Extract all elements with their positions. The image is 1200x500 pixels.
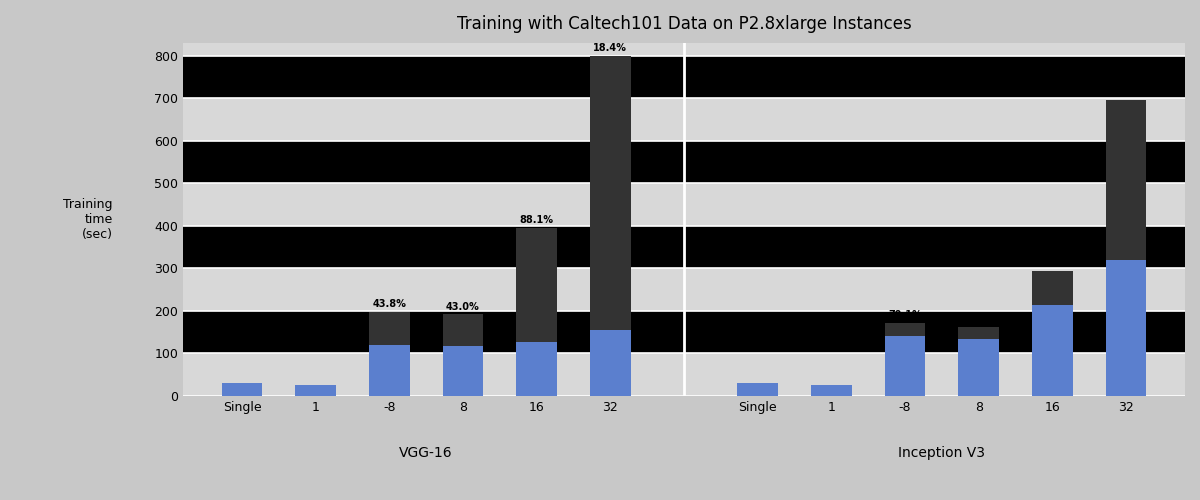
Bar xyxy=(1105,100,1146,260)
Bar xyxy=(1032,304,1073,396)
Bar xyxy=(370,345,409,396)
Bar xyxy=(884,323,925,336)
Bar xyxy=(738,383,778,396)
Y-axis label: Training
time
(sec): Training time (sec) xyxy=(62,198,113,241)
Bar xyxy=(590,56,630,330)
Bar xyxy=(1105,260,1146,396)
Bar xyxy=(590,330,630,396)
Bar xyxy=(516,342,557,396)
Bar xyxy=(184,311,1186,354)
Bar xyxy=(184,140,1186,184)
Bar xyxy=(184,56,1186,98)
Bar xyxy=(184,354,1186,396)
Bar xyxy=(222,383,263,396)
Text: VGG-16: VGG-16 xyxy=(400,446,452,460)
Text: 43.8%: 43.8% xyxy=(372,299,407,309)
Text: 88.1%: 88.1% xyxy=(520,216,553,226)
Bar xyxy=(1032,272,1073,304)
Bar xyxy=(184,226,1186,268)
Bar xyxy=(959,326,998,338)
Bar xyxy=(370,312,409,345)
Bar xyxy=(295,384,336,396)
Text: 43.0%: 43.0% xyxy=(446,302,480,312)
Bar xyxy=(184,184,1186,226)
Text: 79.1%: 79.1% xyxy=(888,310,922,320)
Text: 18.4%: 18.4% xyxy=(594,43,628,53)
Bar xyxy=(443,346,484,396)
Bar xyxy=(184,43,1186,56)
Bar xyxy=(959,338,998,396)
Bar xyxy=(443,314,484,346)
Bar xyxy=(884,336,925,396)
Bar xyxy=(811,384,852,396)
Text: 43.3%: 43.3% xyxy=(1109,88,1142,98)
Bar xyxy=(184,268,1186,311)
Text: 43.0%: 43.0% xyxy=(1036,259,1069,269)
Bar xyxy=(516,228,557,342)
Text: 70.7%: 70.7% xyxy=(962,314,996,324)
Bar xyxy=(184,98,1186,140)
Text: Inception V3: Inception V3 xyxy=(899,446,985,460)
Title: Training with Caltech101 Data on P2.8xlarge Instances: Training with Caltech101 Data on P2.8xla… xyxy=(457,15,911,33)
